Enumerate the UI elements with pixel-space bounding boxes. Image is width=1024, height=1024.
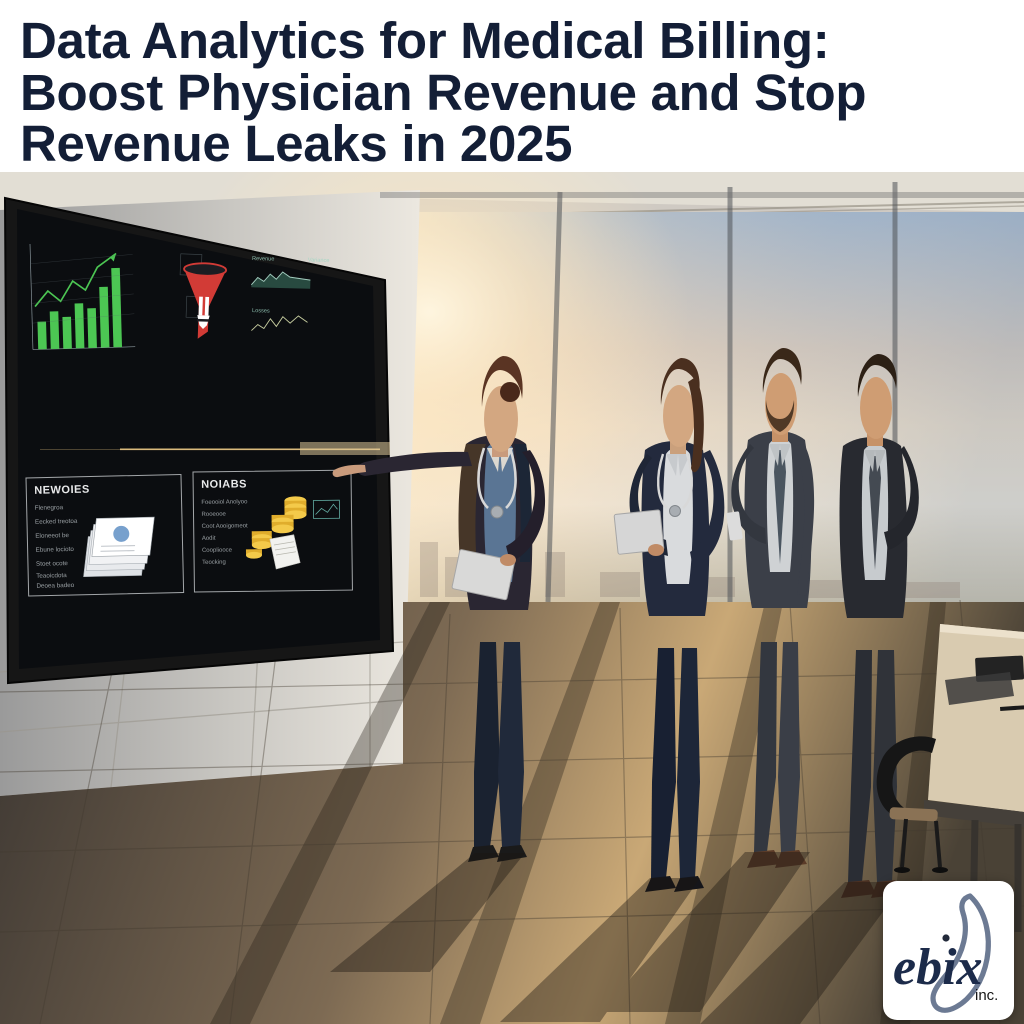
svg-text:Teaoicdota: Teaoicdota [36, 572, 67, 580]
svg-text:Aodit: Aodit [202, 536, 216, 542]
svg-text:Coot Aooigomeot: Coot Aooigomeot [202, 523, 248, 530]
svg-text:NEWOIES: NEWOIES [34, 484, 90, 497]
svg-text:Losses: Losses [252, 308, 270, 315]
svg-text:Flenegroa: Flenegroa [35, 504, 64, 512]
svg-text:Deoea badeo: Deoea badeo [36, 582, 74, 590]
svg-text:Ebune locioto: Ebune locioto [36, 546, 75, 554]
svg-text:inc.: inc. [975, 987, 998, 1004]
svg-text:Coopliooce: Coopliooce [202, 548, 233, 554]
svg-text:ebix: ebix [893, 939, 983, 996]
svg-text:Stoet ocote: Stoet ocote [36, 560, 69, 568]
svg-text:NOIABS: NOIABS [201, 478, 247, 491]
svg-text:Rooeooe: Rooeooe [201, 512, 226, 518]
svg-text:Teocking: Teocking [202, 560, 226, 566]
svg-text:Revenue: Revenue [252, 256, 274, 263]
svg-text:Variance: Variance [308, 257, 330, 264]
svg-text:Eloneeot be: Eloneeot be [35, 532, 69, 540]
svg-text:Eecked treotoa: Eecked treotoa [35, 518, 78, 526]
svg-text:Foeooiol Anolyoo: Foeooiol Anolyoo [201, 499, 248, 506]
